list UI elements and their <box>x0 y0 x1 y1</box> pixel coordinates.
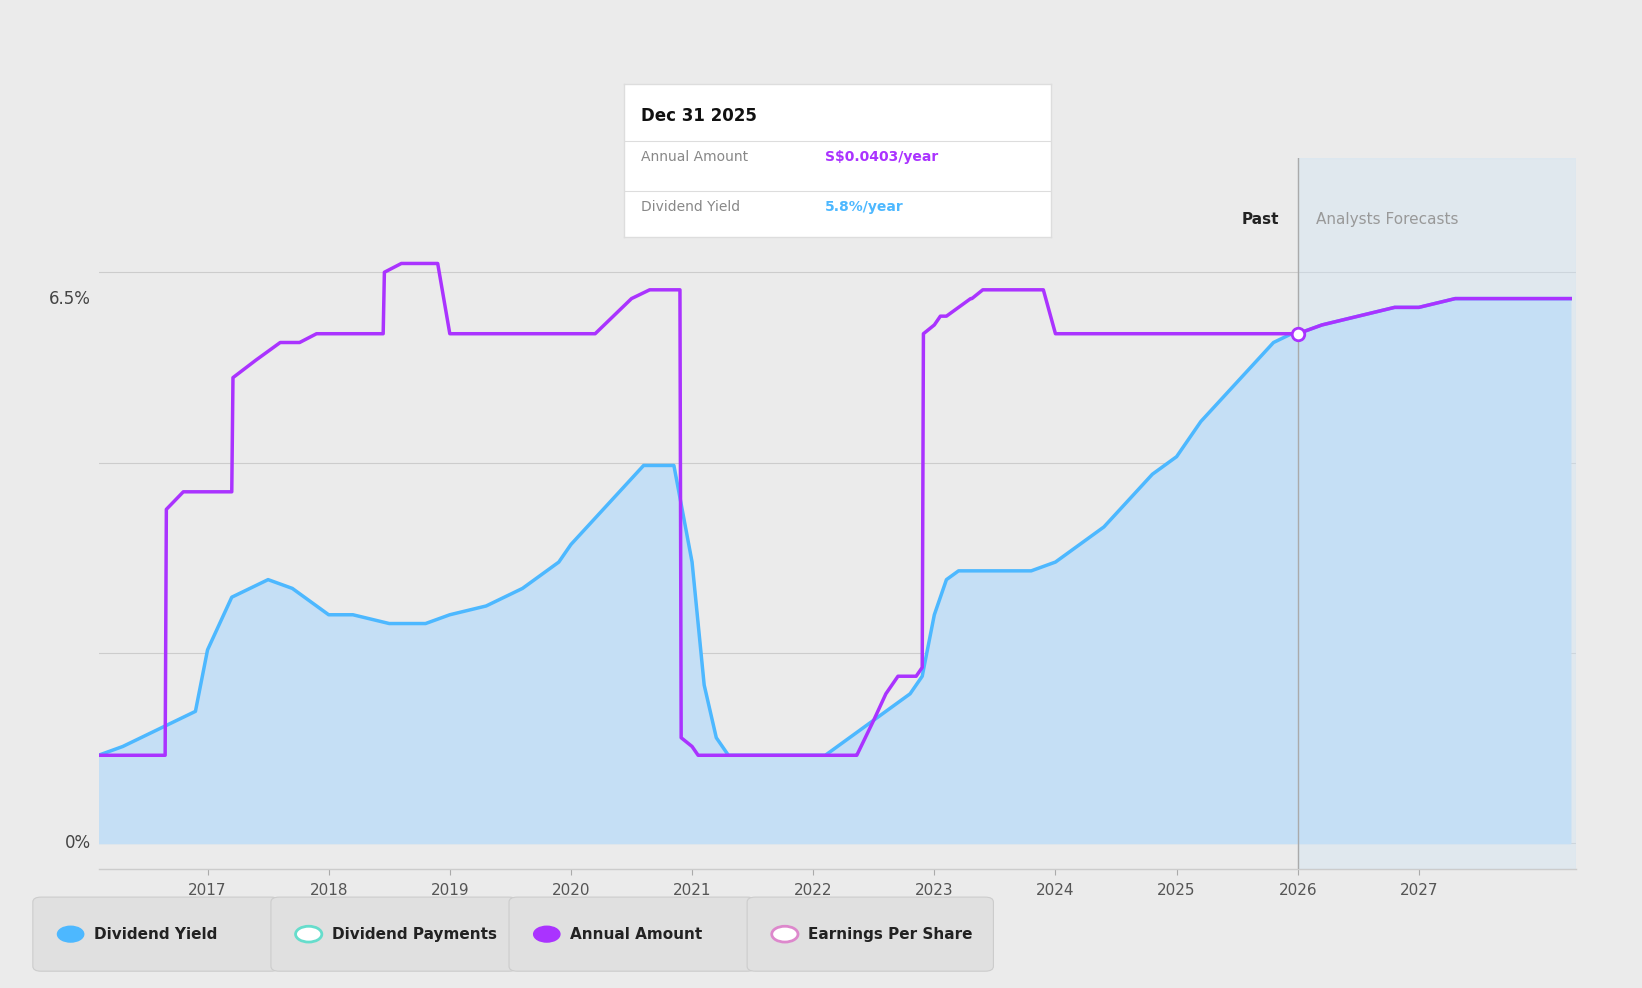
Text: 5.8%/year: 5.8%/year <box>824 201 903 214</box>
Text: Annual Amount: Annual Amount <box>570 927 703 942</box>
Text: Earnings Per Share: Earnings Per Share <box>808 927 972 942</box>
Text: 0%: 0% <box>66 834 92 852</box>
Text: Dividend Yield: Dividend Yield <box>94 927 217 942</box>
Text: Dec 31 2025: Dec 31 2025 <box>640 107 757 124</box>
Text: Analysts Forecasts: Analysts Forecasts <box>1315 212 1458 227</box>
Text: 6.5%: 6.5% <box>49 289 92 307</box>
Text: S$0.0403/year: S$0.0403/year <box>824 150 938 164</box>
Text: Past: Past <box>1241 212 1279 227</box>
Text: Annual Amount: Annual Amount <box>640 150 749 164</box>
Text: Dividend Payments: Dividend Payments <box>332 927 496 942</box>
Bar <box>1297 158 1576 869</box>
Text: Dividend Yield: Dividend Yield <box>640 201 741 214</box>
